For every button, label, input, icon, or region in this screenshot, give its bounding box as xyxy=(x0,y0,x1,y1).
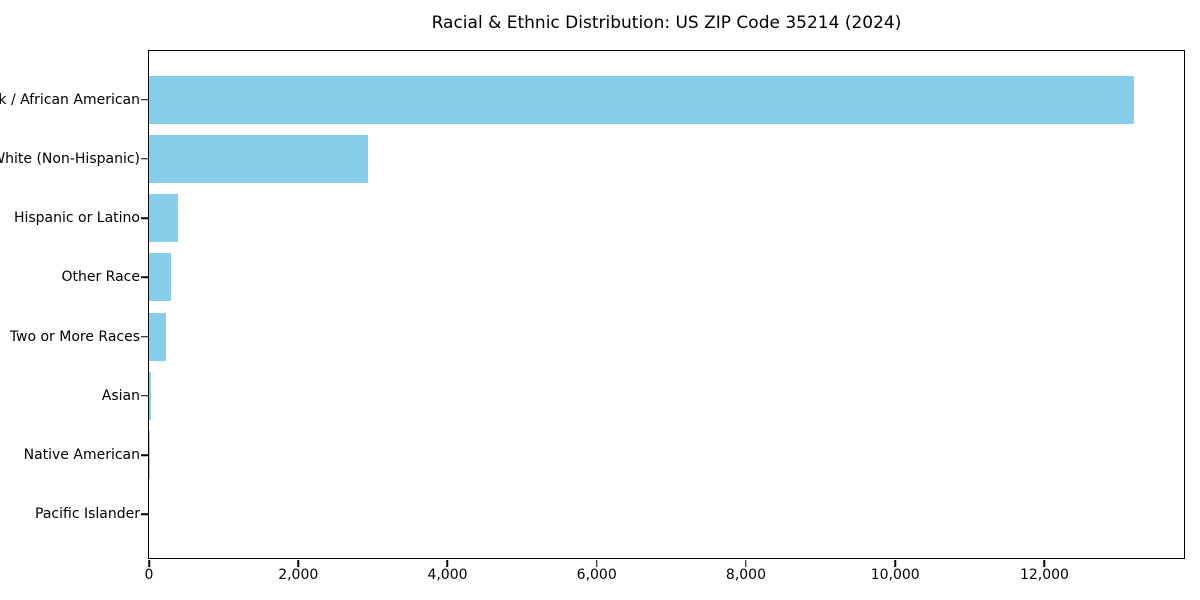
y-tick xyxy=(140,276,148,279)
x-tick-label: 2,000 xyxy=(278,567,319,583)
chart-title: Racial & Ethnic Distribution: US ZIP Cod… xyxy=(431,13,902,33)
y-tick-label: White (Non-Hispanic) xyxy=(0,150,140,167)
bar-row: Asian xyxy=(102,366,1184,425)
y-tick xyxy=(140,395,148,397)
bar xyxy=(149,134,368,183)
x-tick xyxy=(297,559,299,567)
x-tick-label: 10,000 xyxy=(870,567,920,583)
x-tick xyxy=(446,559,449,567)
x-tick xyxy=(1043,559,1046,567)
bar-row: Black / African American xyxy=(0,70,1184,129)
bar-row: White (Non-Hispanic) xyxy=(0,129,1184,188)
x-tick-label: 6,000 xyxy=(576,567,617,583)
bar xyxy=(149,371,151,420)
x-tick xyxy=(595,559,598,567)
y-tick-label: Hispanic or Latino xyxy=(13,210,140,227)
bars-container: Black / African American White (Non-Hispa… xyxy=(0,51,1184,558)
bar-row: Hispanic or Latino xyxy=(14,189,1184,248)
bar xyxy=(149,312,166,361)
y-tick xyxy=(140,158,148,160)
bar xyxy=(149,253,171,302)
bar-row: Pacific Islander xyxy=(35,485,1184,544)
x-tick-label: 4,000 xyxy=(427,567,468,583)
bar xyxy=(149,75,1134,124)
x-tick-label: 8,000 xyxy=(725,567,767,583)
bar xyxy=(149,431,150,480)
bar-row: Native American xyxy=(24,426,1184,485)
y-tick xyxy=(140,98,148,101)
x-tick xyxy=(148,559,150,567)
x-tick-label: 12,000 xyxy=(1019,567,1069,583)
y-tick-label: Black / African American xyxy=(0,91,140,108)
x-tick xyxy=(894,559,896,567)
y-tick xyxy=(140,454,148,456)
bar-row: Other Race xyxy=(61,248,1184,307)
y-tick xyxy=(140,217,148,219)
y-tick-label: Other Race xyxy=(61,269,140,286)
y-tick-label: Native American xyxy=(23,447,140,464)
y-tick xyxy=(140,335,148,338)
x-tick-label: 0 xyxy=(144,567,154,583)
y-tick-label: Pacific Islander xyxy=(35,506,140,523)
bar xyxy=(149,194,178,243)
y-tick xyxy=(140,513,148,516)
x-tick xyxy=(745,559,747,567)
y-tick-label: Asian xyxy=(101,387,140,404)
y-tick-label: Two or More Races xyxy=(9,328,140,345)
plot-area: Black / African American White (Non-Hispa… xyxy=(0,50,1185,583)
bar-row: Two or More Races xyxy=(10,307,1184,366)
